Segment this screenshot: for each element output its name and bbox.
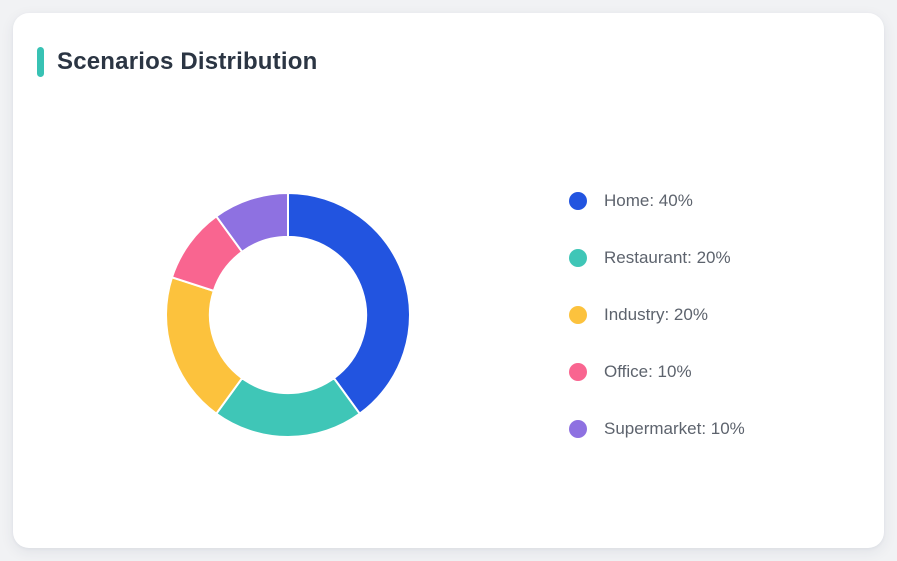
legend-label: Office: 10% (604, 362, 692, 381)
legend-label: Home: 40% (604, 191, 693, 210)
legend-item-supermarket[interactable]: Supermarket: 10% (569, 419, 745, 439)
donut-chart[interactable] (165, 192, 411, 438)
legend-item-home[interactable]: Home: 40% (569, 191, 745, 211)
legend-dot (569, 192, 587, 210)
legend-label: Supermarket: 10% (604, 419, 745, 438)
legend-dot (569, 306, 587, 324)
legend-dot (569, 420, 587, 438)
legend-item-restaurant[interactable]: Restaurant: 20% (569, 248, 745, 268)
donut-segment-restaurant[interactable] (215, 377, 361, 438)
donut-segment-supermarket[interactable] (215, 192, 289, 253)
donut-segment-industry[interactable] (165, 276, 244, 415)
chart-legend: Home: 40% Restaurant: 20% Industry: 20% … (569, 191, 745, 476)
title-accent-bar (37, 47, 44, 77)
legend-label: Industry: 20% (604, 305, 708, 324)
scenarios-distribution-card: Scenarios Distribution Home: 40% Restaur… (13, 13, 884, 548)
card-header: Scenarios Distribution (37, 47, 317, 77)
legend-dot (569, 363, 587, 381)
legend-item-industry[interactable]: Industry: 20% (569, 305, 745, 325)
legend-dot (569, 249, 587, 267)
legend-label: Restaurant: 20% (604, 248, 731, 267)
donut-segment-home[interactable] (287, 192, 411, 415)
card-title: Scenarios Distribution (57, 48, 318, 75)
legend-item-office[interactable]: Office: 10% (569, 362, 745, 382)
